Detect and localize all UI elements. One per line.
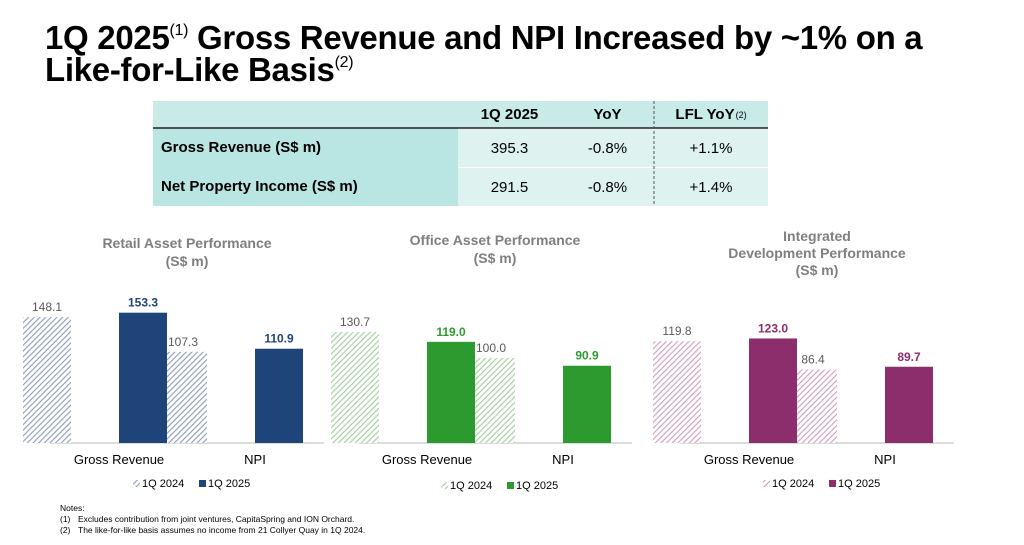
bar	[789, 369, 837, 443]
data-label: 90.9	[575, 349, 599, 363]
data-label: 119.0	[436, 325, 466, 339]
table-header-cell: YoY	[561, 101, 654, 128]
table-header-cell	[153, 101, 458, 128]
legend-label: 1Q 2025	[516, 480, 558, 492]
note-text: The like-for-like basis assumes no incom…	[78, 525, 366, 535]
note: (1) Excludes contribution from joint vent…	[60, 514, 365, 525]
note: (2) The like-for-like basis assumes no in…	[60, 525, 365, 536]
title-text: Gross Revenue and NPI Increased by ~1% o…	[197, 19, 923, 56]
header-footnote: (2)	[735, 109, 747, 120]
bar	[885, 366, 933, 443]
chart-subtitle: (S$ m)	[474, 250, 517, 266]
bar	[255, 348, 303, 443]
legend-label: 1Q 2025	[208, 478, 250, 490]
data-label: 110.9	[264, 332, 294, 346]
title-line: Integrated	[783, 228, 851, 244]
table-cell: -0.8%	[561, 167, 654, 206]
data-label: 86.4	[801, 353, 825, 367]
x-tick-label: Gross Revenue	[74, 452, 164, 467]
title-text: Like-for-Like Basis	[45, 51, 335, 88]
table-cell: -0.8%	[561, 128, 654, 167]
bar	[23, 317, 71, 443]
legend-swatch	[763, 480, 770, 487]
row-label: Net Property Income (S$ m)	[153, 167, 458, 206]
bar	[749, 338, 797, 443]
data-label: 130.7	[340, 315, 370, 329]
x-tick-label: Gross Revenue	[704, 452, 794, 467]
table-cell: 395.3	[458, 128, 561, 167]
table-cell: +1.1%	[654, 128, 768, 167]
notes-heading: Notes:	[60, 503, 85, 513]
legend-swatch	[133, 480, 140, 487]
note-text: Excludes contribution from joint venture…	[78, 514, 355, 524]
note-number: (2)	[60, 525, 71, 535]
chart-title: Retail Asset Performance	[102, 235, 271, 251]
legend-label: 1Q 2025	[838, 478, 880, 490]
data-label: 119.8	[662, 324, 691, 338]
data-label: 107.3	[168, 335, 198, 349]
bar	[563, 365, 611, 443]
slide-title: 1Q 2025(1) Gross Revenue and NPI Increas…	[45, 19, 923, 88]
legend-swatch	[199, 480, 206, 487]
x-tick-label: NPI	[874, 452, 896, 467]
data-label: 123.0	[758, 321, 788, 335]
bar	[427, 341, 475, 443]
x-tick-label: NPI	[244, 452, 266, 467]
bar	[119, 312, 167, 443]
data-label: 148.1	[32, 300, 62, 314]
note-number: (1)	[60, 514, 71, 524]
legend-swatch	[507, 482, 514, 489]
title-text: 1Q 2025	[45, 19, 170, 56]
chart-subtitle: (S$ m)	[796, 262, 839, 278]
data-label: 100.0	[476, 341, 506, 355]
legend-label: 1Q 2024	[772, 478, 814, 490]
chart-title: Integrated Development Performance	[728, 228, 906, 261]
chart-subtitle: (S$ m)	[166, 253, 209, 269]
x-tick-label: Gross Revenue	[382, 452, 472, 467]
x-tick-label: NPI	[552, 452, 574, 467]
bar	[467, 358, 515, 443]
title-footnote: (1)	[169, 22, 189, 39]
bar	[331, 331, 379, 443]
legend-label: 1Q 2024	[142, 478, 184, 490]
table-cell: 291.5	[458, 167, 561, 206]
notes: Notes: (1) Excludes contribution from joi…	[60, 503, 365, 536]
title-line: Development Performance	[728, 245, 906, 261]
table-header-cell: LFL YoY (2)	[654, 101, 768, 128]
bar	[159, 351, 207, 443]
legend-swatch	[829, 480, 836, 487]
title-footnote: (2)	[334, 54, 354, 71]
bar	[653, 341, 701, 443]
chart-title: Office Asset Performance	[410, 232, 581, 248]
data-label: 153.3	[128, 296, 158, 310]
legend-swatch	[441, 482, 448, 489]
data-label: 89.7	[897, 350, 921, 364]
table-cell: +1.4%	[654, 167, 768, 206]
row-label: Gross Revenue (S$ m)	[153, 128, 458, 167]
legend-label: 1Q 2024	[450, 480, 492, 492]
table-header-cell: 1Q 2025	[458, 101, 561, 128]
